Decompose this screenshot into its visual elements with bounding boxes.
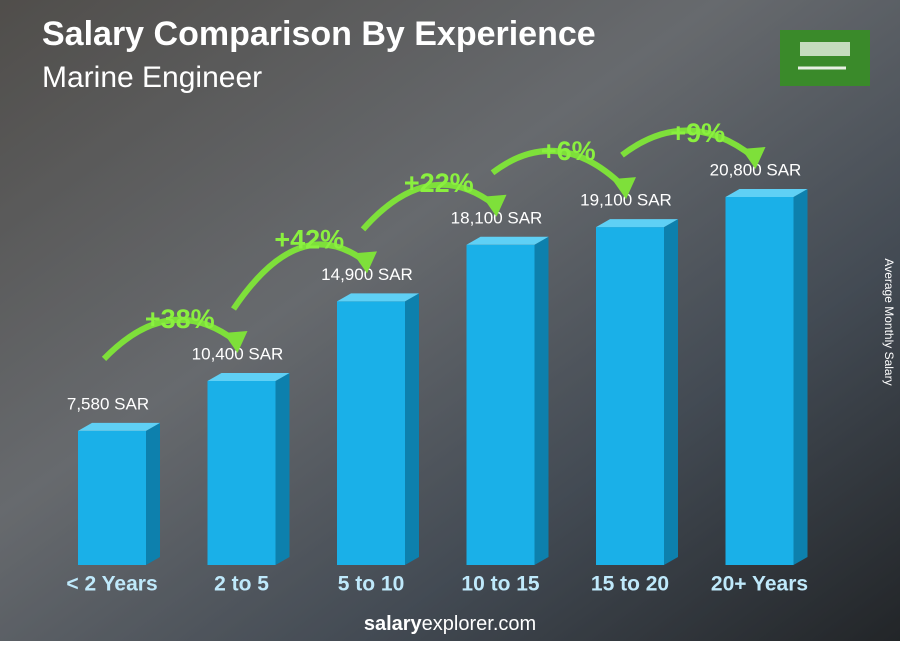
bar-top bbox=[207, 373, 290, 381]
x-tick-label: < 2 Years bbox=[66, 573, 157, 596]
increase-arrowhead bbox=[612, 177, 636, 200]
increase-arrowhead bbox=[741, 147, 766, 169]
bar bbox=[725, 197, 794, 565]
value-label: 19,100 SAR bbox=[580, 191, 672, 210]
value-label: 10,400 SAR bbox=[192, 344, 284, 363]
chart-title: Salary Comparison By Experience bbox=[42, 15, 596, 53]
value-label: 20,800 SAR bbox=[710, 160, 802, 179]
bar-side bbox=[664, 219, 678, 566]
increase-label: +22% bbox=[404, 168, 474, 198]
flag-script bbox=[800, 42, 850, 56]
x-tick-label: 15 to 20 bbox=[591, 573, 669, 596]
brand: salaryexplorer.com bbox=[364, 613, 536, 635]
x-tick-label: 20+ Years bbox=[711, 573, 808, 596]
increase-label: +42% bbox=[274, 225, 344, 255]
increase-arrow bbox=[620, 127, 756, 160]
brand-bold: salary bbox=[364, 613, 423, 635]
bar-side bbox=[146, 422, 160, 565]
bar-side bbox=[793, 189, 808, 565]
bar bbox=[337, 301, 405, 565]
flag bbox=[780, 30, 870, 86]
increase-arrow bbox=[490, 147, 627, 190]
bar-side bbox=[534, 236, 549, 565]
increase-label: +38% bbox=[145, 304, 215, 334]
increase-arrowhead bbox=[223, 331, 248, 353]
bar bbox=[78, 430, 146, 565]
brand-rest: explorer.com bbox=[422, 613, 537, 635]
increase-label: +9% bbox=[670, 118, 725, 148]
bar-side bbox=[405, 293, 419, 565]
bar-side bbox=[275, 373, 290, 565]
bar-top bbox=[596, 219, 678, 228]
increase-arrow bbox=[101, 316, 238, 361]
bar bbox=[466, 244, 535, 565]
y-axis-label: Average Monthly Salary bbox=[882, 258, 896, 385]
value-label: 18,100 SAR bbox=[451, 208, 543, 227]
chart-subtitle: Marine Engineer bbox=[42, 61, 262, 94]
increase-arrow bbox=[231, 241, 367, 311]
bar-top bbox=[725, 189, 808, 197]
bar bbox=[207, 381, 276, 565]
flag-field bbox=[780, 30, 870, 86]
bar-top bbox=[466, 236, 549, 245]
bar bbox=[596, 227, 664, 566]
value-label: 14,900 SAR bbox=[321, 265, 413, 284]
value-label: 7,580 SAR bbox=[67, 394, 149, 413]
x-tick-label: 2 to 5 bbox=[214, 573, 269, 596]
x-tick-label: 10 to 15 bbox=[461, 573, 540, 596]
increase-arrow bbox=[360, 181, 497, 232]
increase-label: +6% bbox=[541, 136, 596, 166]
increase-arrowhead bbox=[353, 251, 377, 274]
increase-arrowhead bbox=[482, 194, 507, 217]
bar-top bbox=[337, 293, 419, 302]
x-tick-label: 5 to 10 bbox=[338, 573, 405, 596]
bar-top bbox=[78, 422, 160, 431]
